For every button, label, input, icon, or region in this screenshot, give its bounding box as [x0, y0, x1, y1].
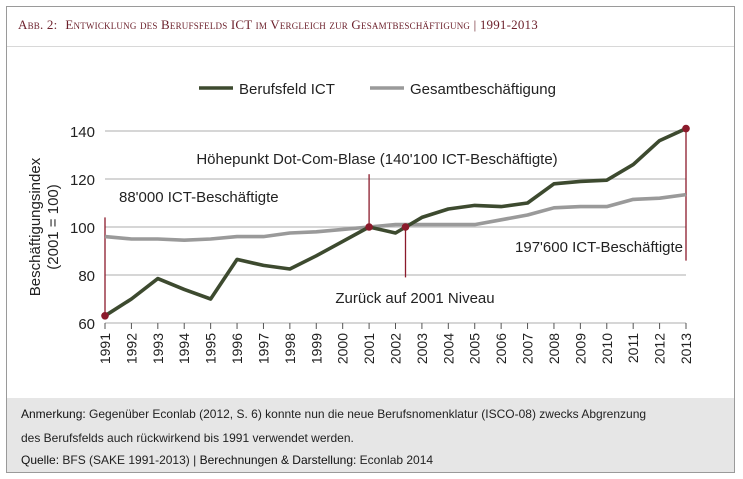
- y-tick-label: 80: [78, 268, 95, 285]
- x-tick-label: 1995: [203, 333, 219, 364]
- annotation-text: Zurück auf 2001 Niveau: [335, 290, 494, 307]
- footnote-line-2: des Berufsfelds auch rückwirkend bis 199…: [21, 431, 354, 445]
- annotation-dot-2002: [401, 223, 410, 231]
- x-tick-label: 1999: [308, 333, 324, 364]
- x-tick-label: 2003: [414, 333, 430, 364]
- legend-label-1: Gesamtbeschäftigung: [410, 81, 556, 98]
- x-tick-label: 1993: [150, 333, 166, 364]
- figure-frame: [6, 6, 735, 473]
- figure-header: [7, 7, 734, 47]
- x-tick-label: 2005: [467, 333, 483, 364]
- annotation-text: 88'000 ICT-Beschäftigte: [119, 189, 279, 206]
- figure-title: Abb. 2: Entwicklung des Berufsfelds ICT i…: [18, 17, 538, 33]
- line-chart: 60 80 100 120 140 1991 1992 1993 1994 1995 1996 199…: [27, 81, 694, 364]
- legend-label-0: Berufsfeld ICT: [239, 81, 335, 98]
- y-tick-label: 140: [70, 124, 95, 141]
- figure-label: Abb. 2:: [18, 17, 58, 32]
- annotation-dot-2001: [365, 223, 373, 231]
- x-tick-label: 2007: [520, 333, 536, 364]
- footnote-line-1: Anmerkung: Gegenüber Econlab (2012, S. 6…: [21, 407, 646, 421]
- x-tick-label: 1997: [255, 333, 271, 364]
- x-tick-label: 1992: [123, 333, 139, 364]
- y-axis-label-2: (2001 = 100): [45, 184, 62, 269]
- y-tick-label: 120: [70, 172, 95, 189]
- y-axis-label: Beschäftigungsindex: [27, 157, 44, 296]
- y-tick-label: 60: [78, 316, 95, 333]
- source-label: Quelle:: [21, 453, 60, 467]
- x-tick-label: 2006: [493, 333, 509, 364]
- annotation-text: 197'600 ICT-Beschäftigte: [515, 239, 683, 256]
- y-tick-label: 100: [70, 220, 95, 237]
- x-tick-label: 2011: [625, 333, 641, 363]
- x-tick-label: 2013: [678, 333, 694, 364]
- series-line-0: [104, 126, 687, 318]
- annotation-dot-2013: [682, 124, 690, 133]
- x-tick-label: 2002: [388, 333, 404, 364]
- footnote-text: Gegenüber Econlab (2012, S. 6) konnte nu…: [85, 407, 647, 421]
- x-tick-label: 2008: [546, 333, 562, 364]
- x-tick-label: 2010: [599, 333, 615, 364]
- calc-text: Econlab 2014: [356, 453, 434, 467]
- calc-label: Berechnungen & Darstellung:: [199, 453, 357, 467]
- header-divider: [7, 46, 734, 47]
- x-tick-label: 2000: [335, 333, 351, 364]
- figure-title-text: Entwicklung des Berufsfelds ICT im Vergl…: [65, 17, 538, 32]
- footnote-text-2: des Berufsfelds auch rückwirkend bis 199…: [21, 431, 354, 445]
- x-tick-label: 1996: [229, 333, 245, 364]
- x-tick-label: 1998: [282, 333, 298, 364]
- x-tick-label: 2012: [652, 333, 668, 364]
- figure-footer: Anmerkung: Gegenüber Econlab (2012, S. 6…: [7, 398, 734, 472]
- footnote-label: Anmerkung:: [21, 407, 86, 421]
- x-tick-label: 2001: [361, 333, 377, 364]
- source-text: BFS (SAKE 1991-2013) |: [59, 453, 200, 467]
- x-tick-label: 1994: [176, 333, 192, 364]
- annotation-dot-1991: [101, 312, 109, 320]
- chart-area: 60 80 100 120 140 1991 1992 1993 1994 1995 1996 199…: [7, 47, 734, 393]
- series-line-1: [104, 192, 687, 242]
- x-tick-label: 2004: [440, 333, 456, 364]
- annotation-text: Höhepunkt Dot-Com-Blase (140'100 ICT-Bes…: [196, 151, 557, 168]
- x-tick-label: 2009: [572, 333, 588, 364]
- x-tick-label: 1991: [97, 333, 113, 364]
- source-line: Quelle: BFS (SAKE 1991-2013) | Berechnun…: [21, 453, 433, 467]
